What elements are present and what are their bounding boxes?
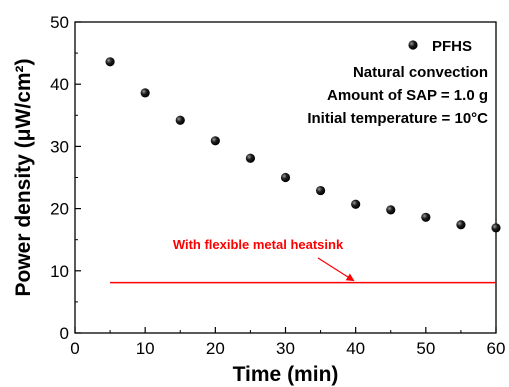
condition-initial-temperature: Initial temperature = 10°C [307, 110, 488, 127]
x-tick-label: 50 [416, 339, 435, 358]
legend-label-pfhs: PFHS [432, 38, 472, 55]
y-axis-ticks: 0 10 20 30 40 50 [50, 13, 81, 343]
data-point [421, 212, 431, 222]
y-tick-label: 20 [50, 200, 69, 219]
x-tick-label: 20 [206, 339, 225, 358]
data-point [386, 205, 396, 215]
data-point [491, 223, 501, 233]
x-axis-label: Time (min) [233, 363, 339, 386]
heatsink-annotation-arrow [317, 257, 355, 282]
data-point [175, 115, 185, 125]
data-point [245, 153, 256, 163]
data-point [351, 199, 361, 209]
condition-natural-convection: Natural convection [353, 64, 488, 81]
legend: PFHS Natural convection Amount of SAP = … [307, 38, 488, 127]
legend-marker-pfhs [408, 40, 418, 50]
y-tick-label: 30 [50, 137, 69, 156]
x-axis-ticks: 0 10 20 30 40 50 60 [70, 327, 505, 358]
y-tick-label: 0 [60, 324, 69, 343]
x-tick-label: 0 [70, 339, 79, 358]
x-tick-label: 40 [346, 339, 365, 358]
y-tick-label: 10 [50, 262, 69, 281]
data-point [280, 172, 291, 183]
y-tick-label: 50 [50, 13, 69, 32]
x-tick-label: 10 [136, 339, 155, 358]
x-tick-label: 30 [276, 339, 295, 358]
data-point [315, 185, 326, 196]
data-point [105, 57, 115, 67]
data-point [140, 88, 150, 98]
x-tick-label: 60 [487, 339, 506, 358]
condition-sap-amount: Amount of SAP = 1.0 g [327, 87, 488, 104]
y-tick-label: 40 [50, 75, 69, 94]
data-point [210, 136, 220, 146]
heatsink-annotation-label: With flexible metal heatsink [173, 237, 344, 252]
y-axis-label: Power density (μW/cm²) [12, 58, 35, 296]
data-point [456, 220, 466, 230]
pfhs-data-points [105, 57, 501, 233]
